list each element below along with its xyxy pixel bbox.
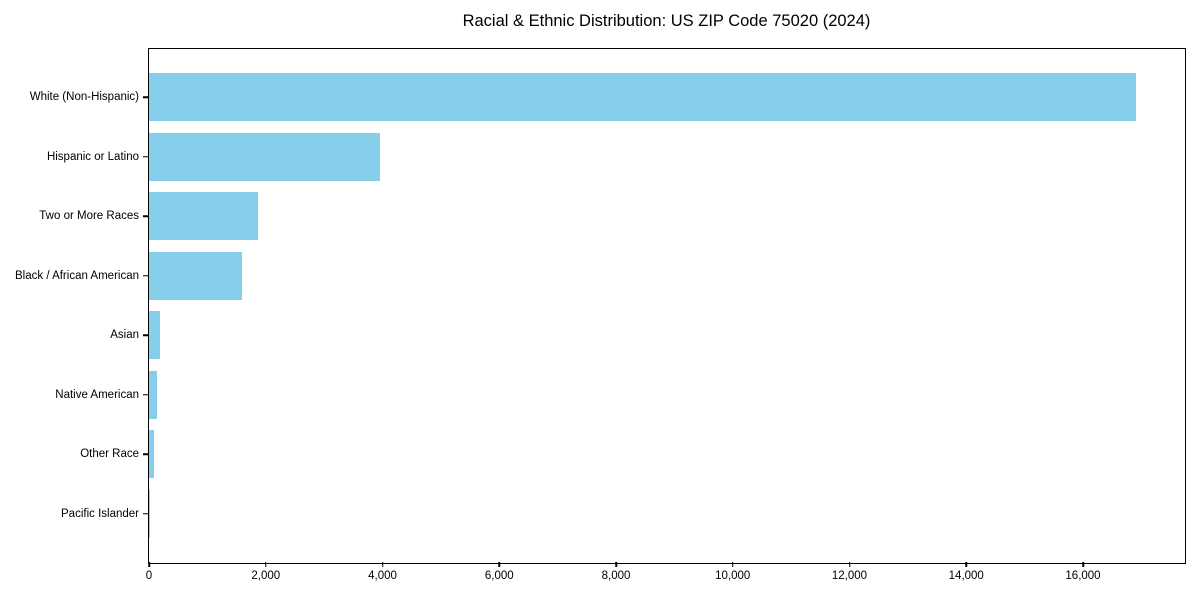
bar-other-race bbox=[149, 430, 155, 478]
y-label-white-non-hispanic: White (Non-Hispanic) bbox=[29, 91, 139, 103]
x-tick-label-14000: 14,000 bbox=[948, 570, 984, 582]
x-tick-label-2000: 2,000 bbox=[251, 570, 281, 582]
y-tick-hispanic-or-latino bbox=[143, 155, 148, 158]
bar-two-or-more-races bbox=[149, 192, 259, 240]
x-tick-4000 bbox=[381, 562, 384, 567]
x-tick-6000 bbox=[498, 562, 500, 567]
y-tick-asian bbox=[143, 334, 148, 336]
x-tick-2000 bbox=[265, 562, 267, 567]
x-tick-label-6000: 6,000 bbox=[484, 570, 514, 582]
bar-black-african-american bbox=[149, 251, 243, 300]
y-label-pacific-islander: Pacific Islander bbox=[61, 507, 139, 520]
x-tick-0 bbox=[148, 562, 150, 567]
y-tick-pacific-islander bbox=[143, 512, 148, 515]
y-tick-native-american bbox=[143, 393, 148, 396]
y-label-hispanic-or-latino: Hispanic or Latino bbox=[46, 150, 139, 163]
y-label-black-african-american: Black / African American bbox=[15, 269, 139, 282]
chart-title: Racial & Ethnic Distribution: US ZIP Cod… bbox=[462, 12, 871, 30]
x-tick-label-10000: 10,000 bbox=[715, 570, 751, 582]
plot-area bbox=[149, 49, 1184, 562]
x-tick-8000 bbox=[615, 562, 617, 567]
y-tick-black-african-american bbox=[143, 274, 148, 277]
y-label-two-or-more-races: Two or More Races bbox=[39, 210, 139, 222]
bar-native-american bbox=[149, 370, 157, 419]
x-tick-12000 bbox=[848, 562, 851, 567]
y-label-native-american: Native American bbox=[55, 388, 139, 401]
x-tick-16000 bbox=[1082, 562, 1084, 567]
x-tick-label-0: 0 bbox=[145, 570, 153, 582]
x-tick-label-16000: 16,000 bbox=[1065, 570, 1101, 582]
bar-pacific-islander bbox=[149, 489, 150, 538]
x-tick-label-12000: 12,000 bbox=[831, 570, 868, 582]
x-tick-label-8000: 8,000 bbox=[601, 570, 631, 582]
y-label-other-race: Other Race bbox=[80, 448, 139, 460]
y-tick-other-race bbox=[143, 453, 148, 455]
x-tick-label-4000: 4,000 bbox=[368, 570, 397, 582]
x-tick-10000 bbox=[732, 562, 734, 567]
y-tick-white-non-hispanic bbox=[143, 96, 148, 98]
bar-asian bbox=[149, 311, 161, 359]
bar-hispanic-or-latino bbox=[149, 132, 380, 181]
y-label-asian: Asian bbox=[110, 329, 139, 341]
x-tick-14000 bbox=[965, 562, 967, 567]
y-tick-two-or-more-races bbox=[143, 215, 148, 217]
bar-white-non-hispanic bbox=[149, 73, 1136, 121]
